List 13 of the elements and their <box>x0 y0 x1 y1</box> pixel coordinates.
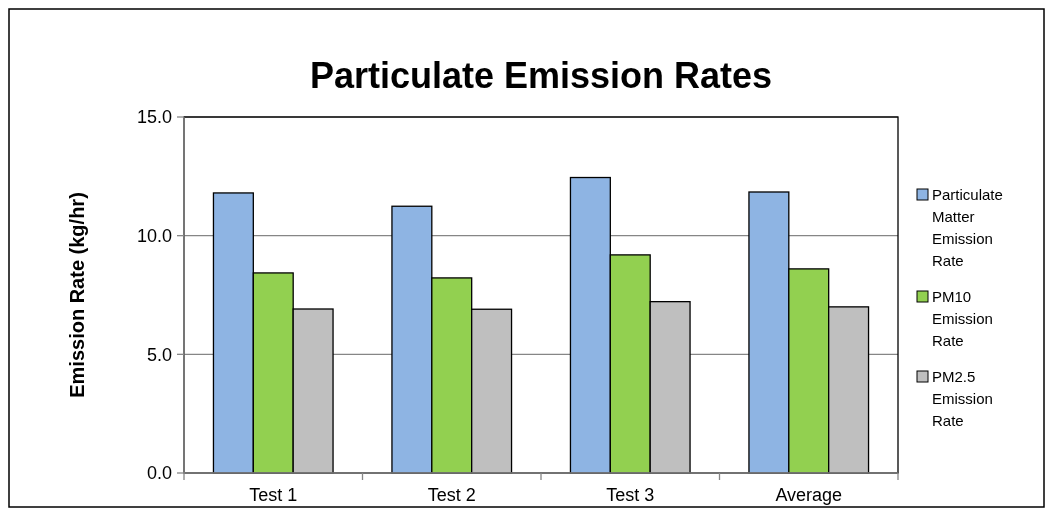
y-tick-label: 0.0 <box>146 463 172 484</box>
legend-label: PM2.5 Emission Rate <box>932 368 993 429</box>
x-tick-label: Average <box>775 485 843 505</box>
x-tick-label: Test 1 <box>249 485 298 505</box>
legend-label: Particulate Matter Emission Rate <box>932 186 1003 269</box>
chart-title: Particulate Emission Rates <box>309 55 773 96</box>
legend-label: PM10 Emission Rate <box>932 288 993 349</box>
y-tick-label: 5.0 <box>146 344 172 365</box>
y-tick-label: 10.0 <box>136 225 172 246</box>
x-tick-label: Test 3 <box>606 485 655 505</box>
y-axis-title: Emission Rate (kg/hr) <box>66 192 88 398</box>
y-tick-label: 15.0 <box>136 107 172 128</box>
x-tick-label: Test 2 <box>427 485 476 505</box>
